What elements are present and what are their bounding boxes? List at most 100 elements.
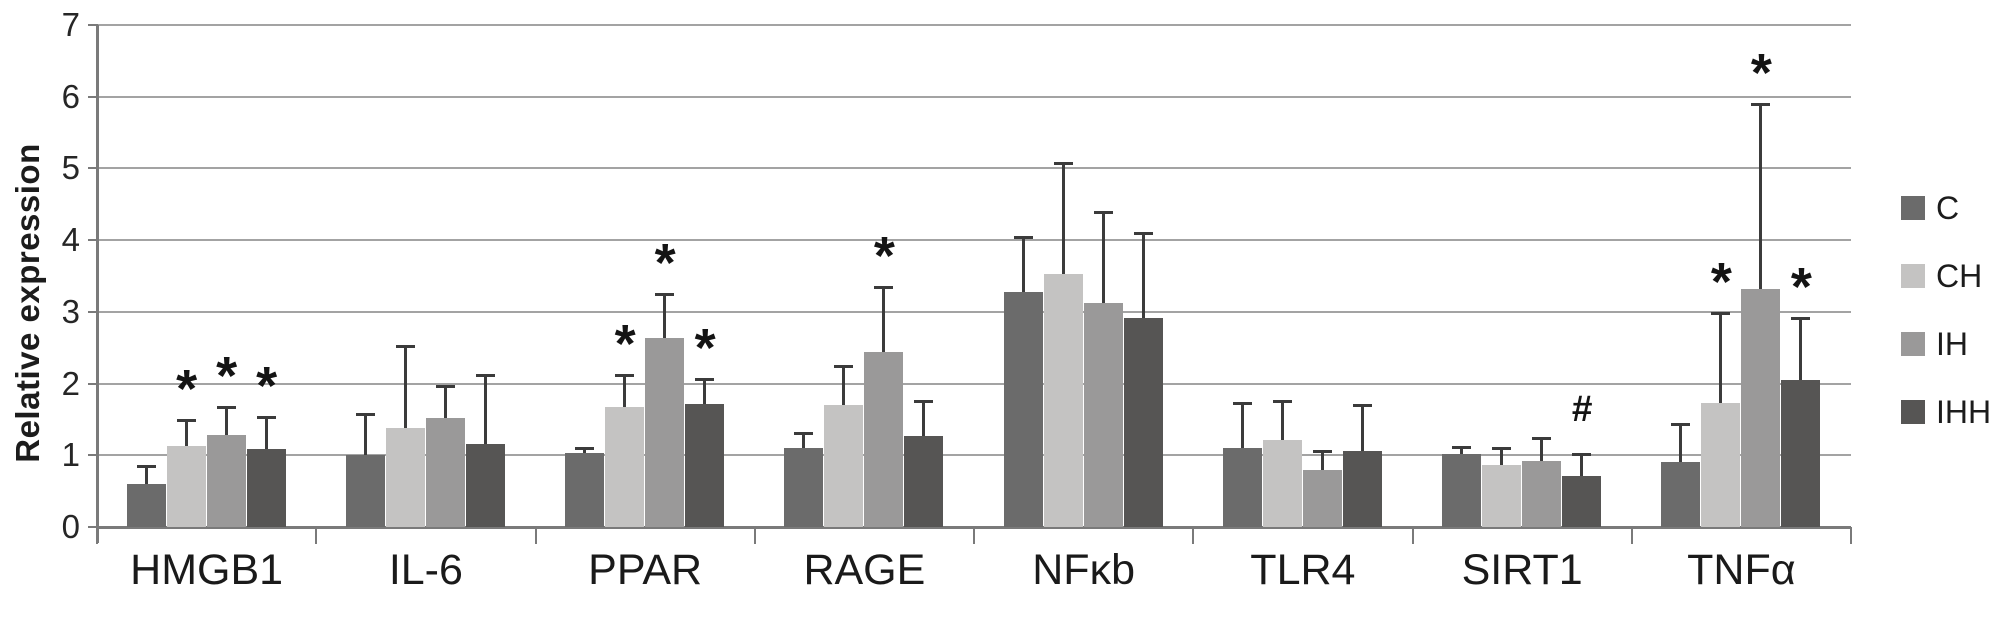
bar-IHH-RAGE [904, 435, 944, 527]
legend-swatch-CH [1901, 264, 1925, 288]
bar-IH-SIRT1 [1522, 461, 1562, 527]
error-bar-cap [216, 405, 236, 409]
bar-IH-TLR4 [1302, 470, 1342, 527]
gridline [97, 239, 1851, 242]
significance-marker: * [694, 318, 716, 379]
category-label-IL-6: IL-6 [388, 546, 463, 594]
error-bar-cap [1053, 162, 1073, 166]
bar-C-TNFα [1661, 462, 1701, 527]
legend-label-IHH: IHH [1936, 394, 1992, 430]
error-bar-line [1101, 212, 1105, 304]
error-bar-line [1580, 453, 1584, 477]
error-bar-cap [1232, 401, 1252, 405]
bar-IHH-IL-6 [465, 443, 505, 527]
error-bar-cap [1711, 311, 1731, 315]
error-bar-cap [1133, 231, 1153, 235]
error-bar-cap [1093, 211, 1113, 215]
bar-CH-IL-6 [385, 428, 425, 527]
gridline [97, 382, 1851, 385]
error-bar-line [224, 406, 228, 436]
error-bar-cap [475, 373, 495, 377]
error-bar-line [1799, 317, 1803, 380]
y-tick-label: 5 [61, 149, 80, 187]
significance-marker: * [216, 345, 238, 406]
error-bar-cap [1352, 404, 1372, 408]
error-bar-cap [575, 447, 595, 451]
gridline [97, 95, 1851, 98]
bar-IHH-TLR4 [1342, 450, 1382, 527]
error-bar-line [922, 400, 926, 436]
y-axis-tick [88, 24, 98, 26]
y-tick-label: 2 [61, 364, 80, 402]
bar-IHH-TNFα [1781, 379, 1821, 527]
y-axis-tick [88, 310, 98, 313]
x-axis-tick [1850, 527, 1852, 544]
error-bar-cap [1312, 449, 1332, 453]
x-axis-tick [1192, 527, 1195, 544]
error-bar-cap [1492, 447, 1512, 451]
y-axis-tick [88, 95, 98, 98]
significance-marker: * [256, 356, 278, 417]
y-tick-label: 1 [61, 436, 80, 474]
error-bar-line [842, 365, 846, 406]
category-label-TLR4: TLR4 [1250, 546, 1356, 594]
y-tick-label: 6 [61, 77, 80, 115]
bar-IHH-HMGB1 [246, 448, 286, 527]
error-bar-cap [655, 292, 675, 296]
error-bar-cap [1272, 399, 1292, 403]
legend: C CH IH IHH [1901, 190, 1991, 462]
bar-CH-NFκb [1043, 273, 1083, 527]
error-bar-line [1540, 438, 1544, 461]
category-label-NFκb: NFκb [1032, 546, 1135, 594]
bar-C-TLR4 [1222, 448, 1262, 527]
bar-C-SIRT1 [1442, 453, 1482, 527]
error-bar-line [144, 466, 148, 484]
significance-marker: * [614, 313, 636, 374]
y-tick-label: 7 [61, 6, 80, 43]
legend-entry-C: C [1901, 190, 1991, 226]
y-tick-label: 3 [61, 292, 80, 330]
bar-CH-PPAR [605, 406, 645, 527]
x-axis-tick [96, 527, 98, 544]
gridline [97, 454, 1851, 457]
error-bar-cap [914, 399, 934, 403]
error-bar-cap [1532, 437, 1552, 441]
y-tick-label: 0 [61, 508, 80, 545]
error-bar-cap [136, 465, 156, 469]
y-axis-tick [88, 167, 98, 170]
error-bar-line [443, 385, 447, 418]
error-bar-line [1500, 448, 1504, 466]
error-bar-cap [1572, 452, 1592, 456]
error-bar-cap [615, 373, 635, 377]
bar-IH-TNFα [1741, 288, 1781, 527]
gridline [97, 24, 1851, 26]
error-bar-line [1360, 405, 1364, 451]
error-bar-cap [256, 416, 276, 420]
y-axis-tick [88, 526, 98, 528]
error-bar-line [882, 287, 886, 352]
significance-marker: * [654, 232, 676, 293]
error-bar-line [403, 345, 407, 429]
bar-C-RAGE [784, 448, 824, 527]
bar-CH-HMGB1 [166, 445, 206, 527]
error-bar-line [1141, 232, 1145, 319]
category-label-SIRT1: SIRT1 [1461, 546, 1583, 594]
error-bar-cap [874, 286, 894, 290]
legend-entry-CH: CH [1901, 258, 1991, 294]
significance-marker: * [176, 359, 198, 420]
legend-swatch-IH [1901, 332, 1925, 356]
legend-label-C: C [1936, 190, 1960, 226]
error-bar-line [1280, 400, 1284, 440]
category-label-HMGB1: HMGB1 [130, 546, 284, 594]
legend-entry-IHH: IHH [1901, 394, 1991, 430]
error-bar-line [1021, 236, 1025, 293]
bar-CH-TLR4 [1262, 439, 1302, 527]
error-bar-line [1240, 402, 1244, 449]
error-bar-line [802, 433, 806, 449]
error-bar-line [703, 379, 707, 405]
gridline [97, 310, 1851, 313]
bar-CH-SIRT1 [1482, 465, 1522, 527]
error-bar-line [1759, 103, 1763, 289]
bar-IHH-PPAR [685, 404, 725, 527]
